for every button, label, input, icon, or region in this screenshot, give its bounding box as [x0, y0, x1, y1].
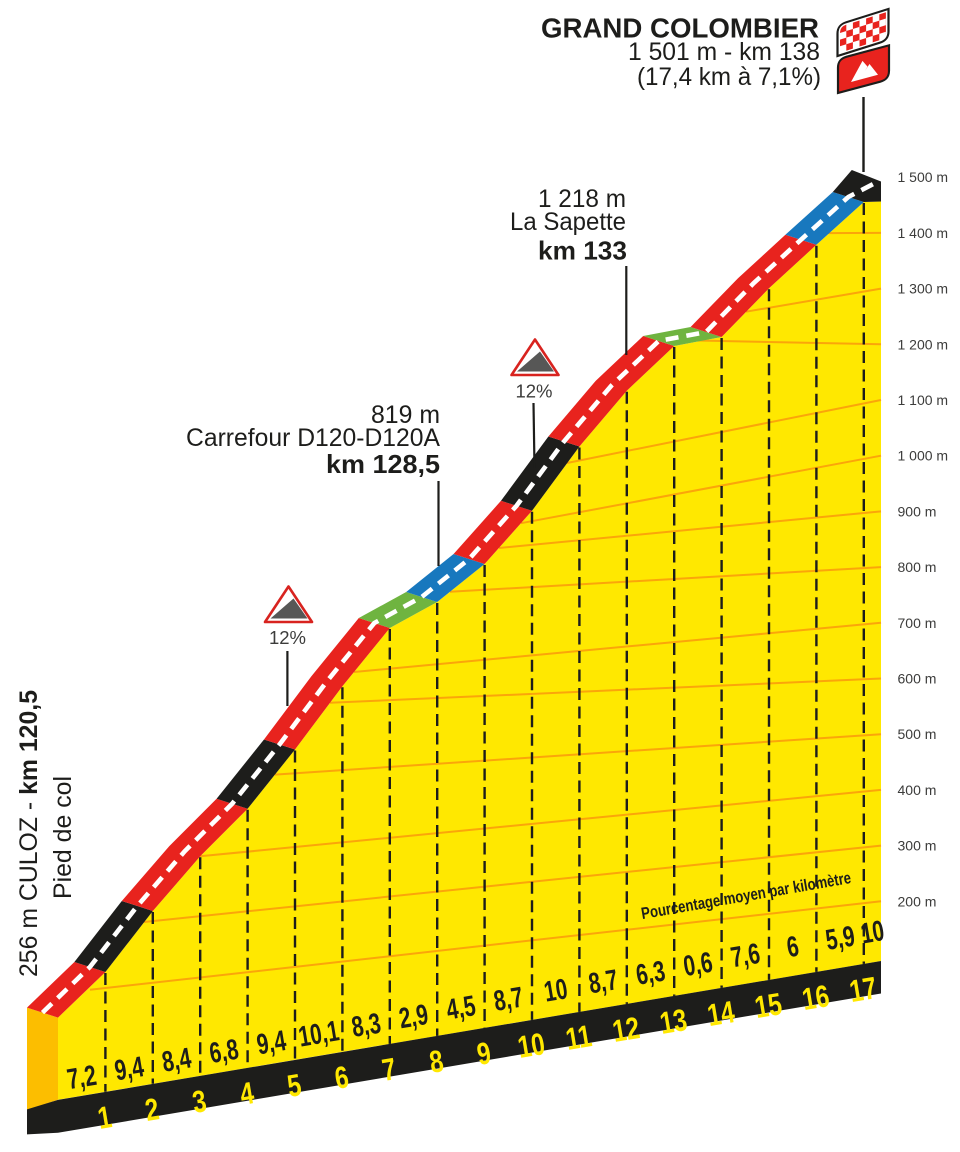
svg-text:1 300 m: 1 300 m [898, 281, 949, 297]
svg-text:200 m: 200 m [898, 893, 937, 909]
svg-text:819 m: 819 m [371, 401, 440, 429]
svg-text:6: 6 [332, 1059, 351, 1095]
svg-text:0,6: 0,6 [681, 946, 715, 982]
svg-text:15: 15 [752, 986, 784, 1025]
svg-text:GRAND COLOMBIER: GRAND COLOMBIER [541, 13, 819, 44]
svg-text:13: 13 [657, 1002, 689, 1041]
svg-text:7,6: 7,6 [728, 938, 762, 974]
svg-text:300 m: 300 m [898, 838, 937, 854]
svg-text:800 m: 800 m [898, 559, 937, 575]
svg-text:1 501 m - km 138: 1 501 m - km 138 [628, 38, 820, 66]
svg-text:12%: 12% [269, 627, 306, 648]
svg-text:Pied de col: Pied de col [49, 776, 77, 899]
svg-text:3: 3 [190, 1083, 209, 1119]
svg-text:6,8: 6,8 [207, 1033, 241, 1069]
svg-text:500 m: 500 m [898, 726, 937, 742]
svg-text:4,5: 4,5 [444, 990, 478, 1026]
svg-text:1 218 m: 1 218 m [538, 185, 626, 213]
svg-text:10: 10 [858, 915, 886, 951]
svg-text:256 m CULOZ - km 120,5: 256 m CULOZ - km 120,5 [15, 690, 43, 977]
svg-text:10: 10 [542, 973, 570, 1009]
svg-text:km 128,5: km 128,5 [326, 449, 440, 479]
svg-text:900 m: 900 m [898, 503, 937, 519]
svg-text:5: 5 [285, 1067, 304, 1103]
svg-text:700 m: 700 m [898, 615, 937, 631]
svg-text:km 133: km 133 [538, 236, 627, 266]
svg-text:10: 10 [515, 1026, 547, 1065]
svg-text:1 200 m: 1 200 m [898, 336, 949, 352]
svg-text:10,1: 10,1 [296, 1015, 341, 1053]
svg-text:1 400 m: 1 400 m [898, 225, 949, 241]
svg-text:14: 14 [705, 994, 738, 1033]
svg-text:6: 6 [784, 930, 801, 964]
svg-text:400 m: 400 m [898, 782, 937, 798]
svg-text:17: 17 [847, 970, 879, 1009]
svg-text:8,3: 8,3 [349, 1007, 383, 1043]
svg-text:6,3: 6,3 [634, 955, 668, 991]
svg-text:8,4: 8,4 [160, 1042, 194, 1078]
svg-text:8,7: 8,7 [586, 964, 620, 1000]
svg-text:9,4: 9,4 [112, 1051, 146, 1087]
svg-text:8,7: 8,7 [491, 981, 525, 1017]
svg-text:La Sapette: La Sapette [510, 208, 626, 236]
svg-text:7,2: 7,2 [65, 1060, 99, 1096]
svg-text:8: 8 [427, 1043, 446, 1079]
svg-text:12: 12 [610, 1010, 642, 1049]
svg-text:9: 9 [474, 1035, 493, 1071]
svg-text:9,4: 9,4 [254, 1025, 288, 1061]
svg-text:1 100 m: 1 100 m [898, 392, 949, 408]
svg-text:2,9: 2,9 [397, 999, 431, 1035]
svg-text:5,9: 5,9 [823, 920, 857, 956]
svg-text:2: 2 [143, 1091, 162, 1127]
svg-text:4: 4 [237, 1075, 256, 1111]
svg-text:11: 11 [563, 1018, 594, 1056]
svg-text:1 000 m: 1 000 m [898, 448, 949, 464]
svg-text:16: 16 [800, 978, 832, 1017]
svg-text:600 m: 600 m [898, 671, 937, 687]
svg-text:(17,4 km à 7,1%): (17,4 km à 7,1%) [637, 63, 821, 91]
svg-text:1: 1 [95, 1099, 114, 1135]
svg-text:12%: 12% [515, 381, 552, 402]
svg-text:1 500 m: 1 500 m [898, 169, 949, 185]
svg-text:Carrefour D120-D120A: Carrefour D120-D120A [186, 424, 440, 452]
svg-text:7: 7 [380, 1051, 399, 1087]
